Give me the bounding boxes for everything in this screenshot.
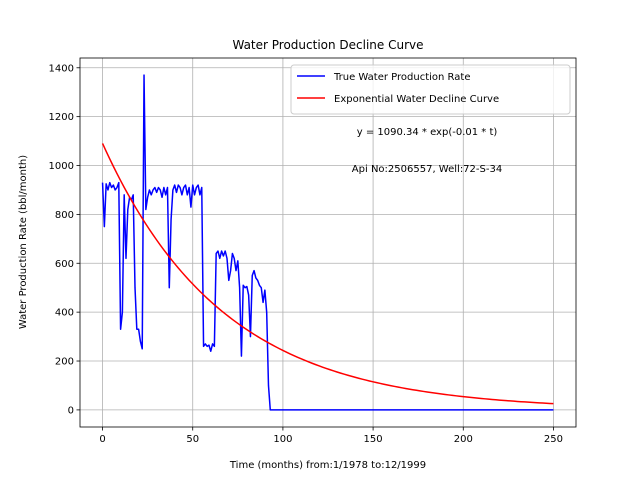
- legend: True Water Production Rate Exponential W…: [290, 64, 571, 115]
- y-tick-label: 0: [68, 405, 74, 416]
- y-tick-label: 200: [55, 357, 74, 368]
- y-tick-label: 600: [55, 259, 74, 270]
- ticks: 0 50 100 150 200 250 0 200 400 600 800 1000 1200 1400: [49, 63, 563, 445]
- legend-box: [290, 64, 571, 115]
- y-axis-label: Water Production Rate (bbl/month): [18, 155, 29, 329]
- y-tick-label: 1000: [49, 161, 74, 172]
- y-tick-label: 400: [55, 308, 74, 319]
- x-tick-label: 100: [273, 434, 292, 445]
- x-tick-label: 50: [186, 434, 199, 445]
- x-tick-label: 200: [454, 434, 473, 445]
- series-layer: [101, 74, 554, 411]
- chart-title: Water Production Decline Curve: [232, 38, 423, 52]
- legend-label-exponential: Exponential Water Decline Curve: [334, 94, 499, 105]
- y-tick-label: 1200: [49, 112, 74, 123]
- x-tick-label: 150: [364, 434, 383, 445]
- plot-frame: [79, 57, 577, 428]
- series-line-exponential: [101, 143, 554, 405]
- x-tick-label: 250: [544, 434, 563, 445]
- legend-label-true-water: True Water Production Rate: [333, 72, 470, 83]
- axes-frame: [79, 57, 577, 428]
- well-annotation: Api No:2506557, Well:72-S-34: [352, 164, 502, 175]
- x-tick-label: 0: [99, 434, 105, 445]
- y-tick-label: 800: [55, 210, 74, 221]
- y-tick-label: 1400: [49, 63, 74, 74]
- x-axis-label: Time (months) from:1/1978 to:12/1999: [229, 460, 426, 471]
- series-line-true-water: [101, 74, 554, 411]
- equation-annotation: y = 1090.34 * exp(-0.01 * t): [357, 127, 498, 138]
